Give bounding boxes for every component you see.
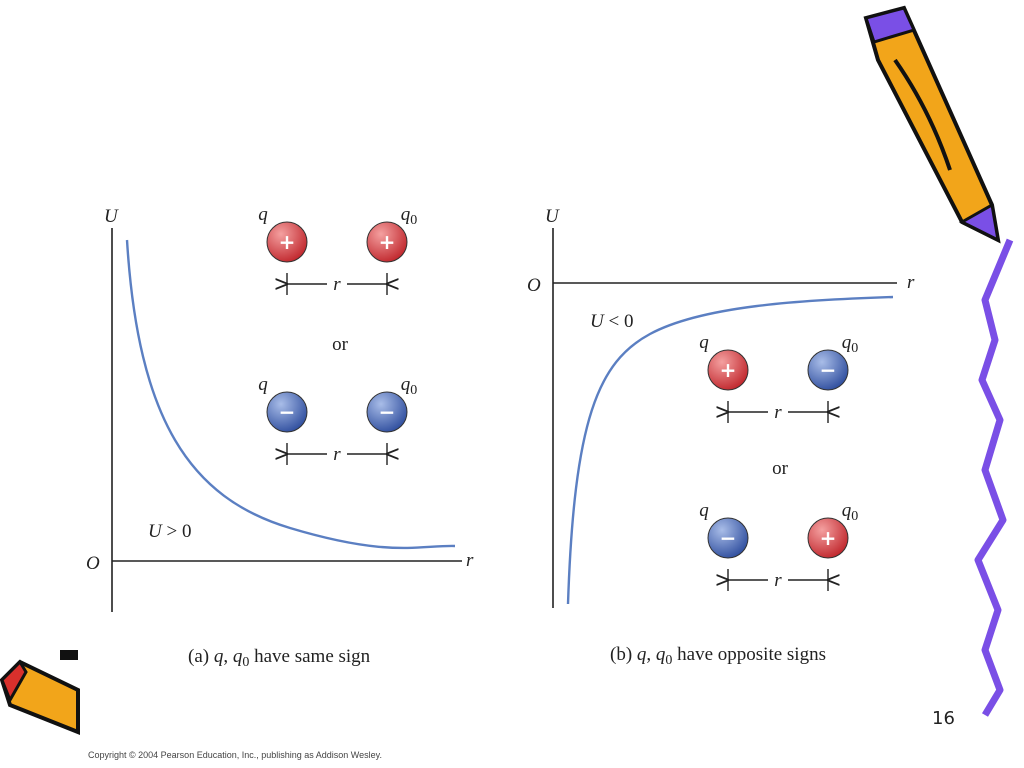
charge — [266, 221, 308, 263]
symbol: q — [842, 500, 852, 521]
symbol: q — [401, 204, 411, 225]
subscript: 0 — [851, 509, 858, 524]
symbol: q — [258, 374, 268, 395]
charge — [807, 349, 849, 391]
caption-part: 0 — [665, 653, 672, 668]
curve-label: U < 0 — [590, 311, 633, 332]
charge-label: q — [258, 374, 268, 395]
charge-label: q0 — [401, 374, 418, 398]
charge-sign: + — [279, 230, 296, 254]
squiggle-decoration — [974, 238, 1014, 717]
symbol: q — [842, 332, 852, 353]
caption-part: q — [233, 646, 243, 667]
charge-sign: − — [379, 400, 396, 424]
charge — [366, 391, 408, 433]
y-axis-label: U — [104, 206, 119, 227]
relation: < 0 — [604, 311, 634, 332]
charge-label: q — [699, 500, 709, 521]
charge-sign: − — [279, 400, 296, 424]
charge-label: q — [699, 332, 709, 353]
origin-label: O — [86, 553, 100, 574]
symbol: q — [401, 374, 411, 395]
charge-label: q0 — [401, 204, 418, 228]
y-axis-label: U — [545, 206, 560, 227]
subscript: 0 — [851, 341, 858, 356]
curve-label: U > 0 — [148, 521, 191, 542]
distance-label: r — [774, 402, 782, 423]
caption: (a) q, q0 have same sign — [188, 646, 371, 670]
charge-pair: − −q q0r — [258, 374, 417, 465]
charge — [807, 517, 849, 559]
x-axis-label: r — [907, 272, 915, 293]
caption-part: (a) — [188, 646, 214, 667]
charge-sign: + — [820, 526, 837, 550]
charge-label: q0 — [842, 500, 859, 524]
symbol: q — [258, 204, 268, 225]
distance-label: r — [333, 444, 341, 465]
caption-part: have same sign — [249, 646, 370, 667]
separator: or — [332, 334, 349, 355]
charge — [707, 349, 749, 391]
charge-sign: + — [379, 230, 396, 254]
energy-curve — [125, 239, 456, 550]
charge — [266, 391, 308, 433]
symbol: U — [148, 521, 163, 542]
relation: > 0 — [162, 521, 192, 542]
symbol: q — [699, 500, 709, 521]
x-axis-label: r — [466, 550, 474, 571]
charge-pair: + −q q0r — [699, 332, 858, 423]
caption: (b) q, q0 have opposite signs — [610, 644, 826, 668]
origin-label: O — [527, 275, 541, 296]
charge-pair: + +q q0r — [258, 204, 417, 295]
caption-part: have opposite signs — [672, 644, 826, 665]
separator: or — [772, 458, 789, 479]
caption-part: q — [656, 644, 666, 665]
caption-part: q — [214, 646, 224, 667]
caption-part: , — [223, 646, 233, 667]
distance-label: r — [774, 570, 782, 591]
caption-part: q — [637, 644, 647, 665]
charge-pair: − +q q0r — [699, 500, 858, 591]
charge-label: q — [258, 204, 268, 225]
charge-sign: − — [720, 526, 737, 550]
charge-sign: + — [720, 358, 737, 382]
symbol: q — [699, 332, 709, 353]
charge — [366, 221, 408, 263]
distance-label: r — [333, 274, 341, 295]
caption-part: 0 — [242, 655, 249, 670]
caption-part: , — [646, 644, 656, 665]
caption-part: (b) — [610, 644, 637, 665]
copyright: Copyright © 2004 Pearson Education, Inc.… — [88, 750, 382, 760]
page-number: 16 — [932, 708, 955, 729]
charge-label: q0 — [842, 332, 859, 356]
energy-curve — [566, 295, 894, 605]
charge — [707, 517, 749, 559]
symbol: U — [590, 311, 605, 332]
pencil-decoration — [863, 5, 1001, 244]
subscript: 0 — [410, 383, 417, 398]
charge-sign: − — [820, 358, 837, 382]
pencil-decoration — [0, 650, 80, 735]
subscript: 0 — [410, 213, 417, 228]
